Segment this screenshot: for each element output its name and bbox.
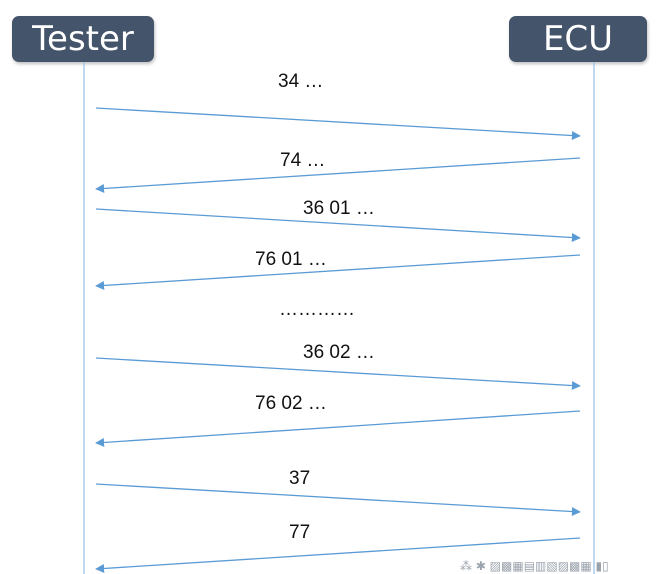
participant-tester-label: Tester [32,19,134,59]
message-label: 77 [289,522,310,543]
message-arrow [95,208,581,243]
participant-tester: Tester [12,16,154,62]
message-arrow [95,107,581,141]
message-label: 34 … [278,71,323,92]
watermark: ⁂ ✱ ▨▩▦▤▥▧▨▩▦ ▮▯ [460,559,609,573]
participant-ecu-label: ECU [542,19,614,59]
message-label: 36 01 … [303,198,375,219]
message-arrow [95,254,581,290]
message-label: ………… [279,299,355,320]
message-arrow [95,483,581,517]
message-arrow [95,410,581,447]
message-label: 74 … [280,150,325,171]
message-label: 76 02 … [255,393,327,414]
message-label: 37 [289,468,310,489]
message-arrow [95,357,581,391]
message-arrow [95,157,581,193]
message-label: 76 01 … [255,249,327,270]
message-arrow [95,537,581,573]
message-label: 36 02 … [303,342,375,363]
participant-ecu: ECU [509,16,647,62]
messages-layer: 34 … 74 … 36 01 … 76 01 … ………… 36 02 … 76 02 …… [95,71,581,573]
